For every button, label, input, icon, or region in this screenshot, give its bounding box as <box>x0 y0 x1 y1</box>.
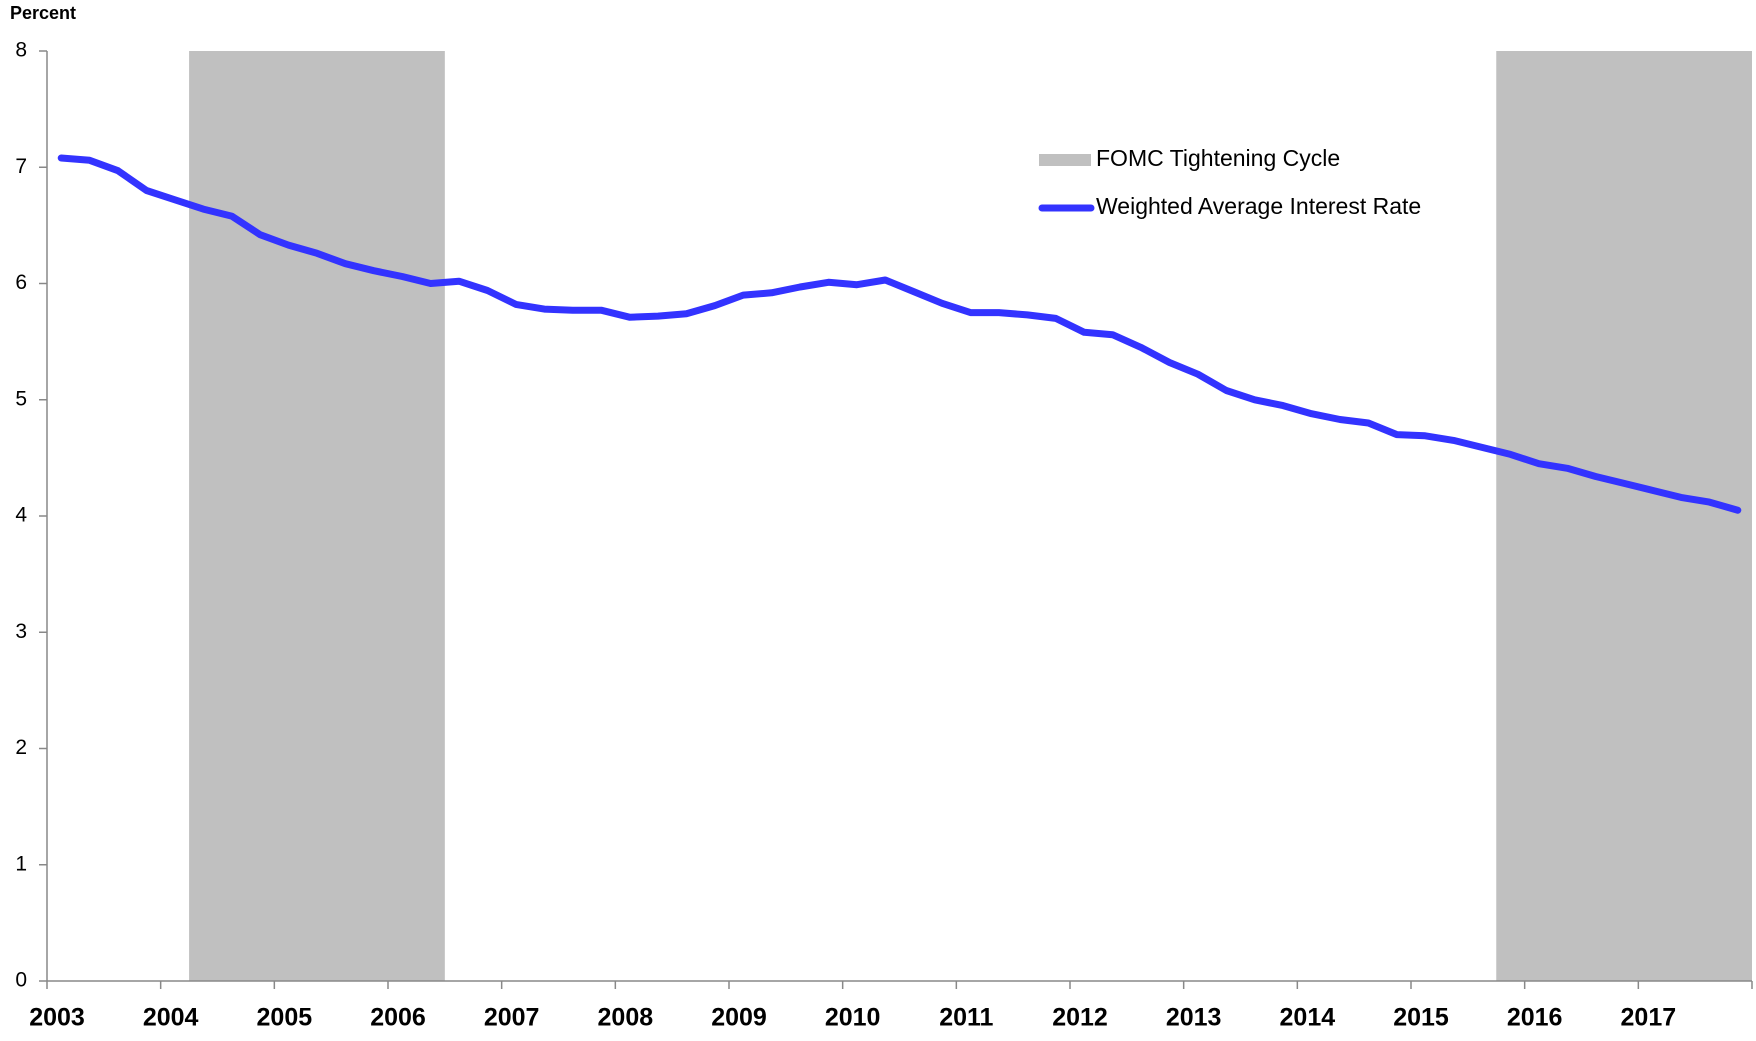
x-tick-label: 2012 <box>1052 1004 1108 1032</box>
shaded-region <box>189 51 445 981</box>
data-line <box>57 154 1742 514</box>
y-tick-label: 7 <box>15 155 27 178</box>
y-tick-label: 5 <box>15 387 27 410</box>
y-tick-label: 6 <box>15 271 27 294</box>
x-tick-label: 2010 <box>825 1004 881 1032</box>
x-tick-label: 2015 <box>1393 1004 1449 1032</box>
x-tick-label: 2013 <box>1166 1004 1222 1032</box>
y-tick-label: 3 <box>15 620 27 643</box>
x-tick-label: 2004 <box>143 1004 199 1032</box>
y-tick-label: 8 <box>15 39 27 62</box>
legend-swatch <box>1039 154 1091 166</box>
legend-label: FOMC Tightening Cycle <box>1096 145 1340 171</box>
x-tick-label: 2006 <box>370 1004 426 1032</box>
y-tick-label: 1 <box>15 852 27 875</box>
x-tick-label: 2014 <box>1280 1004 1336 1032</box>
y-axis-label: Percent <box>10 3 76 23</box>
y-tick-label: 4 <box>15 504 27 527</box>
y-tick-label: 0 <box>15 969 27 992</box>
x-tick-label: 2003 <box>29 1004 85 1032</box>
shaded-region <box>1496 51 1752 981</box>
x-tick-label: 2008 <box>598 1004 654 1032</box>
x-tick-label: 2017 <box>1621 1004 1677 1032</box>
legend-label: Weighted Average Interest Rate <box>1096 193 1421 219</box>
y-tick-label: 2 <box>15 736 27 759</box>
x-tick-label: 2007 <box>484 1004 540 1032</box>
x-tick-label: 2005 <box>257 1004 313 1032</box>
x-tick-label: 2016 <box>1507 1004 1563 1032</box>
x-tick-label: 2011 <box>939 1004 993 1032</box>
x-tick-label: 2009 <box>711 1004 767 1032</box>
